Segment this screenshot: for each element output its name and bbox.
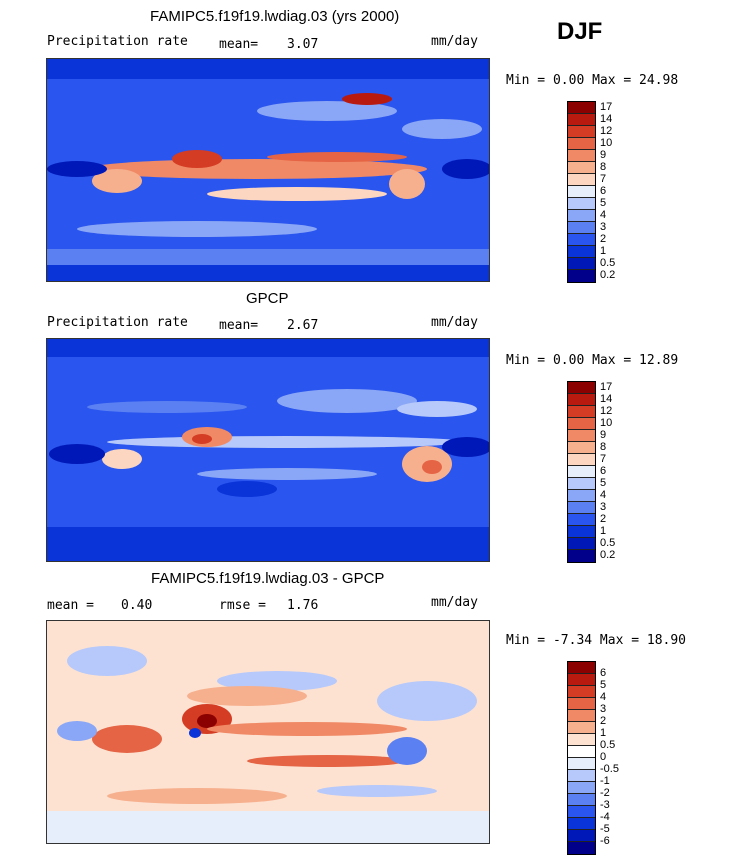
panel-2-colorbar [567,381,596,563]
panel-3-mean-value: 0.40 [121,598,153,613]
colorbar-tick: 7 [600,453,607,465]
colorbar-tick: 2 [600,233,607,245]
colorbar-tick: 14 [600,393,613,405]
season-label: DJF [557,18,603,45]
panel-1-units: mm/day [431,34,478,49]
colorbar-tick: 3 [600,501,607,513]
colorbar-tick: -3 [600,799,610,811]
panel-3-mean-label: mean = [47,598,94,613]
panel-3-rmse-value: 1.76 [287,598,319,613]
colorbar-tick: 6 [600,185,607,197]
colorbar-tick: 0.2 [600,269,616,281]
colorbar-tick: 12 [600,405,613,417]
colorbar-tick: 5 [600,197,607,209]
colorbar-tick: 0 [600,751,607,763]
panel-3-map-field [47,621,489,843]
panel-2-map [46,338,490,562]
panel-3-rmse-label: rmse = [219,598,266,613]
colorbar-tick: -4 [600,811,610,823]
colorbar-tick: 1 [600,727,607,739]
panel-2-range: Min = 0.00 Max = 12.89 [506,353,679,368]
panel-2-mean-value: 2.67 [287,318,319,333]
colorbar-tick: 0.5 [600,257,616,269]
panel-3-colorbar [567,661,596,855]
panel-1-range: Min = 0.00 Max = 24.98 [506,73,679,88]
panel-3-map [46,620,490,844]
colorbar-tick: -6 [600,835,610,847]
colorbar-tick: 10 [600,417,613,429]
panel-1-title: FAMIPC5.f19f19.lwdiag.03 (yrs 2000) [150,8,400,25]
panel-1-map [46,58,490,282]
panel-2-mean-label: mean= [219,318,259,333]
panel-2-title: GPCP [246,290,289,307]
colorbar-tick: 4 [600,691,607,703]
colorbar-tick: -2 [600,787,610,799]
colorbar-tick: 14 [600,113,613,125]
panel-1-colorbar [567,101,596,283]
colorbar-tick: 2 [600,513,607,525]
colorbar-tick: 6 [600,667,607,679]
colorbar-tick: 1 [600,245,607,257]
colorbar-tick: 0.2 [600,549,616,561]
colorbar-tick: 5 [600,679,607,691]
colorbar-tick: -0.5 [600,763,619,775]
colorbar-tick: 9 [600,149,607,161]
colorbar-tick: 3 [600,703,607,715]
colorbar-tick: 2 [600,715,607,727]
panel-3-units: mm/day [431,595,478,610]
colorbar-tick: 12 [600,125,613,137]
colorbar-tick: 7 [600,173,607,185]
panel-2-units: mm/day [431,315,478,330]
colorbar-tick: 4 [600,209,607,221]
colorbar-tick: -5 [600,823,610,835]
panel-2-variable-label: Precipitation rate [47,315,188,330]
colorbar-tick: 17 [600,381,613,393]
panel-3-range: Min = -7.34 Max = 18.90 [506,633,687,648]
panel-1-variable-label: Precipitation rate [47,34,188,49]
colorbar-tick: 8 [600,441,607,453]
colorbar-tick: 17 [600,101,613,113]
colorbar-tick: 4 [600,489,607,501]
panel-1-mean-label: mean= [219,37,259,52]
colorbar-tick: 1 [600,525,607,537]
panel-1-mean-value: 3.07 [287,37,319,52]
colorbar-tick: 0.5 [600,739,616,751]
colorbar-tick: 10 [600,137,613,149]
colorbar-tick: 5 [600,477,607,489]
colorbar-tick: 3 [600,221,607,233]
colorbar-tick: -1 [600,775,610,787]
panel-3-title: FAMIPC5.f19f19.lwdiag.03 - GPCP [151,570,385,587]
panel-2-map-field [47,339,489,561]
colorbar-tick: 9 [600,429,607,441]
colorbar-tick: 8 [600,161,607,173]
colorbar-tick: 6 [600,465,607,477]
colorbar-tick: 0.5 [600,537,616,549]
panel-1-map-field [47,59,489,281]
